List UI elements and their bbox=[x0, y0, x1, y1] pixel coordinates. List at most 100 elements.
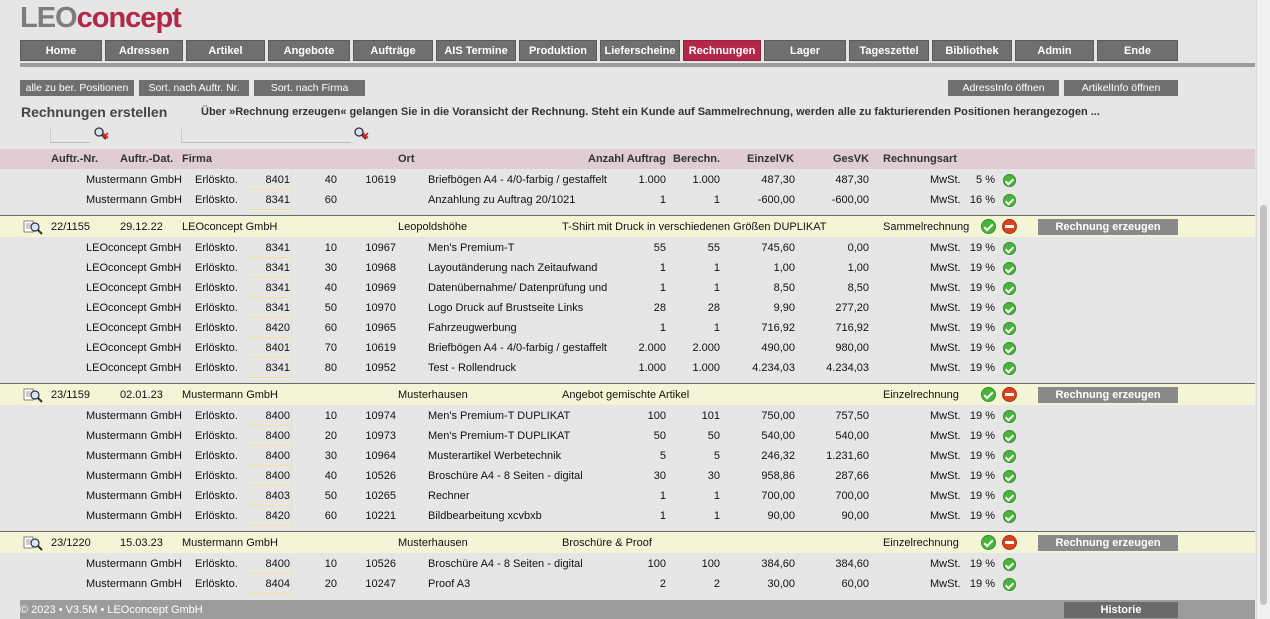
address-info-button[interactable]: AdressInfo öffnen bbox=[948, 80, 1059, 96]
clear-filter-icon[interactable] bbox=[93, 126, 109, 142]
order-group-header: 23/1220 15.03.23 Mustermann GmbH Musterhaus… bbox=[0, 531, 1255, 553]
col-order-no[interactable]: Auftr.-Nr. bbox=[51, 153, 99, 165]
check-icon[interactable] bbox=[1003, 578, 1016, 591]
nav-tab-admin[interactable]: Admin bbox=[1015, 40, 1094, 61]
magnifier-icon[interactable] bbox=[23, 219, 43, 235]
check-icon[interactable] bbox=[1003, 450, 1016, 463]
nav-tab-artikel[interactable]: Artikel bbox=[186, 40, 265, 61]
row-total-price: 8,50 bbox=[847, 282, 869, 294]
article-info-button[interactable]: ArtikelInfo öffnen bbox=[1064, 80, 1178, 96]
row-qty-order: 30 bbox=[653, 470, 666, 482]
nav-tab-ais-termine[interactable]: AIS Termine bbox=[436, 40, 516, 61]
row-total-price: 384,60 bbox=[835, 558, 869, 570]
check-icon[interactable] bbox=[1003, 558, 1016, 571]
nav-tab-rechnungen[interactable]: Rechnungen bbox=[683, 40, 761, 61]
nav-tab-angebote[interactable]: Angebote bbox=[268, 40, 350, 61]
check-icon[interactable] bbox=[1003, 322, 1016, 335]
table-row[interactable]: Mustermann GmbH Erlöskto. 8400 40 10526 Brosc… bbox=[0, 466, 1255, 486]
nav-tab-aufträge[interactable]: Aufträge bbox=[353, 40, 433, 61]
nav-tab-lager[interactable]: Lager bbox=[764, 40, 846, 61]
row-account-label: Erlöskto. bbox=[195, 450, 238, 462]
row-unit-price: 246,32 bbox=[761, 450, 795, 462]
create-invoice-button[interactable]: Rechnung erzeugen bbox=[1038, 535, 1178, 551]
group-order-date: 29.12.22 bbox=[120, 221, 163, 233]
table-row[interactable]: LEOconcept GmbH Erlöskto. 8341 50 10970 Logo … bbox=[0, 298, 1255, 318]
table-row[interactable]: LEOconcept GmbH Erlöskto. 8341 80 10952 Test … bbox=[0, 358, 1255, 378]
check-icon[interactable] bbox=[1003, 362, 1016, 375]
group-order-no: 23/1159 bbox=[51, 389, 90, 401]
col-company[interactable]: Firma bbox=[182, 153, 212, 165]
table-row[interactable]: LEOconcept GmbH Erlöskto. 8341 30 10968 Layou… bbox=[0, 258, 1255, 278]
check-icon[interactable] bbox=[1003, 470, 1016, 483]
row-qty-order: 1 bbox=[659, 490, 666, 502]
row-description: Anzahlung zu Auftrag 20/1021 bbox=[428, 194, 576, 206]
row-position: 60 bbox=[324, 322, 337, 334]
row-company: Mustermann GmbH bbox=[86, 194, 182, 206]
create-invoice-button[interactable]: Rechnung erzeugen bbox=[1038, 387, 1178, 403]
check-icon[interactable] bbox=[981, 387, 996, 402]
create-invoice-button[interactable]: Rechnung erzeugen bbox=[1038, 219, 1178, 235]
row-tax-label: MwSt. bbox=[930, 174, 961, 186]
check-icon[interactable] bbox=[981, 219, 996, 234]
scrollbar-thumb[interactable] bbox=[1260, 205, 1267, 605]
sort-by-order-button[interactable]: Sort. nach Auftr. Nr. bbox=[139, 80, 249, 96]
group-company: LEOconcept GmbH bbox=[182, 221, 278, 233]
table-row[interactable]: Mustermann GmbH Erlöskto. 8341 60 Anzahlung … bbox=[0, 190, 1255, 210]
nav-tab-home[interactable]: Home bbox=[20, 40, 102, 61]
check-icon[interactable] bbox=[1003, 430, 1016, 443]
sort-by-company-button[interactable]: Sort. nach Firma bbox=[254, 80, 365, 96]
check-icon[interactable] bbox=[1003, 282, 1016, 295]
col-order-date[interactable]: Auftr.-Dat. bbox=[120, 153, 174, 165]
clear-filter-icon[interactable] bbox=[353, 126, 369, 142]
check-icon[interactable] bbox=[1003, 302, 1016, 315]
order-filter-input[interactable] bbox=[50, 127, 90, 143]
nav-tab-produktion[interactable]: Produktion bbox=[519, 40, 597, 61]
table-row[interactable]: LEOconcept GmbH Erlöskto. 8341 10 10967 Men's… bbox=[0, 238, 1255, 258]
check-icon[interactable] bbox=[981, 535, 996, 550]
row-description: Datenübernahme/ Datenprüfung und bbox=[428, 282, 608, 294]
stop-icon[interactable] bbox=[1002, 535, 1017, 550]
table-row[interactable]: Mustermann GmbH Erlöskto. 8400 10 10526 Brosc… bbox=[0, 554, 1255, 574]
magnifier-icon[interactable] bbox=[23, 387, 43, 403]
table-row[interactable]: Mustermann GmbH Erlöskto. 8403 50 10265 Rechn… bbox=[0, 486, 1255, 506]
nav-tab-ende[interactable]: Ende bbox=[1097, 40, 1178, 61]
stop-icon[interactable] bbox=[1002, 219, 1017, 234]
check-icon[interactable] bbox=[1003, 510, 1016, 523]
row-qty-order: 55 bbox=[653, 242, 666, 254]
all-positions-button[interactable]: alle zu ber. Positionen bbox=[20, 80, 134, 96]
table-row[interactable]: Mustermann GmbH Erlöskto. 8420 60 10221 Bildb… bbox=[0, 506, 1255, 526]
table-row[interactable]: Mustermann GmbH Erlöskto. 8401 40 10619 Brief… bbox=[0, 170, 1255, 190]
vertical-scrollbar[interactable] bbox=[1256, 0, 1270, 619]
table-row[interactable]: Mustermann GmbH Erlöskto. 8404 20 10247 Proof… bbox=[0, 574, 1255, 594]
nav-tab-tageszettel[interactable]: Tageszettel bbox=[849, 40, 929, 61]
table-row[interactable]: Mustermann GmbH Erlöskto. 8400 10 10974 Men's… bbox=[0, 406, 1255, 426]
row-unit-price: 958,86 bbox=[761, 470, 795, 482]
check-icon[interactable] bbox=[1003, 490, 1016, 503]
row-account-label: Erlöskto. bbox=[195, 302, 238, 314]
check-icon[interactable] bbox=[1003, 262, 1016, 275]
col-city[interactable]: Ort bbox=[398, 153, 415, 165]
table-row[interactable]: LEOconcept GmbH Erlöskto. 8341 40 10969 Daten… bbox=[0, 278, 1255, 298]
stop-icon[interactable] bbox=[1002, 387, 1017, 402]
group-city: Leopoldshöhe bbox=[398, 221, 468, 233]
row-unit-price: 745,60 bbox=[761, 242, 795, 254]
check-icon[interactable] bbox=[1003, 174, 1016, 187]
table-row[interactable]: LEOconcept GmbH Erlöskto. 8420 60 10965 Fahrz… bbox=[0, 318, 1255, 338]
check-icon[interactable] bbox=[1003, 242, 1016, 255]
check-icon[interactable] bbox=[1003, 342, 1016, 355]
row-position: 50 bbox=[324, 302, 337, 314]
table-row[interactable]: Mustermann GmbH Erlöskto. 8400 30 10964 Muste… bbox=[0, 446, 1255, 466]
nav-tab-lieferscheine[interactable]: Lieferscheine bbox=[600, 40, 680, 61]
history-button[interactable]: Historie bbox=[1064, 602, 1178, 618]
check-icon[interactable] bbox=[1003, 194, 1016, 207]
nav-tab-bibliothek[interactable]: Bibliothek bbox=[932, 40, 1012, 61]
nav-divider bbox=[20, 63, 1255, 67]
magnifier-icon[interactable] bbox=[23, 535, 43, 551]
company-filter-input[interactable] bbox=[181, 127, 351, 143]
group-subject: T-Shirt mit Druck in verschiedenen Größe… bbox=[562, 221, 827, 233]
check-icon[interactable] bbox=[1003, 410, 1016, 423]
table-row[interactable]: Mustermann GmbH Erlöskto. 8400 20 10973 Men's… bbox=[0, 426, 1255, 446]
nav-tab-adressen[interactable]: Adressen bbox=[105, 40, 183, 61]
row-total-price: 60,00 bbox=[841, 578, 869, 590]
table-row[interactable]: LEOconcept GmbH Erlöskto. 8401 70 10619 Brief… bbox=[0, 338, 1255, 358]
